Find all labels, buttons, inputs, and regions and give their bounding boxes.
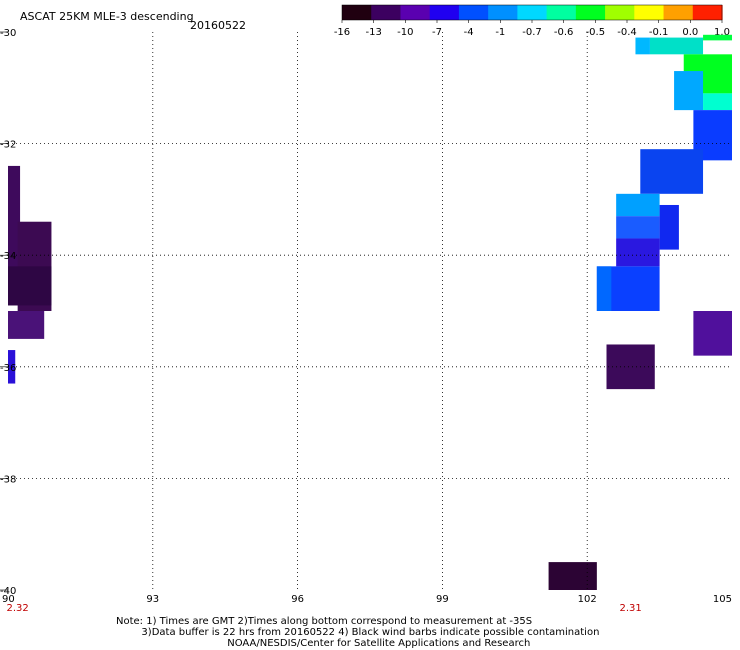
y-tick-label: -34: [0, 251, 16, 262]
data-cell: [8, 266, 52, 306]
note-line-1: Note: 1) Times are GMT 2)Times along bot…: [116, 616, 533, 627]
data-cell: [703, 34, 732, 41]
data-cell: [548, 562, 597, 590]
colorbar-swatch: [575, 5, 606, 20]
colorbar-swatch: [663, 5, 694, 20]
colorbar-swatch: [458, 5, 489, 20]
colorbar-swatch: [488, 5, 518, 20]
data-cell: [606, 344, 655, 390]
data-cell: [616, 216, 660, 239]
x-tick-label: 93: [146, 594, 159, 605]
y-tick-label: -30: [0, 28, 16, 39]
x-tick-label: 99: [436, 594, 449, 605]
x-tick-label: 102: [578, 594, 597, 605]
colorbar-swatch: [429, 5, 460, 20]
colorbar-swatch: [605, 5, 635, 20]
colorbar-tick-label: -16: [334, 27, 350, 38]
colorbar-tick-label: -13: [365, 27, 381, 38]
colorbar-tick-label: -7: [432, 27, 442, 38]
colorbar: [341, 4, 723, 23]
product-date: 20160522: [190, 19, 246, 32]
colorbar-labels: -16 -13 -10 -7 -4 -1 -0.7 -0.6 -0.5 -0.4 -0.1 0.0 1.…: [334, 27, 730, 38]
colorbar-tick-label: -0.1: [649, 27, 669, 38]
footnote: Note: 1) Times are GMT 2)Times along bot…: [116, 616, 716, 649]
colorbar-swatch: [546, 5, 577, 20]
colorbar-tick-label: 0.0: [682, 27, 698, 38]
x-tick-label: 96: [291, 594, 304, 605]
y-tick-label: -32: [0, 140, 16, 151]
product-title: ASCAT 25KM MLE-3 descending: [20, 10, 194, 23]
colorbar-tick-label: -0.5: [586, 27, 606, 38]
colorbar-swatch: [371, 5, 402, 20]
data-cell: [674, 71, 704, 111]
time-label: 2.32: [7, 603, 29, 614]
note-line-2: 3)Data buffer is 22 hrs from 20160522 4)…: [116, 627, 600, 638]
data-cell: [703, 93, 732, 111]
colorbar-swatch: [517, 5, 548, 20]
colorbar-swatch: [692, 5, 723, 20]
data-cell: [596, 266, 612, 311]
x-tick-label: 90: [2, 594, 15, 605]
colorbar-swatch: [400, 5, 431, 20]
data-cell: [659, 204, 679, 250]
colorbar-tick-label: -10: [397, 27, 413, 38]
map-axes: [0, 31, 8, 591]
time-label: 2.31: [620, 603, 642, 614]
graticule: [8, 32, 732, 590]
data-cell: [640, 149, 704, 194]
colorbar-swatch: [634, 5, 665, 20]
colorbar-tick-label: -0.6: [554, 27, 574, 38]
x-tick-label: 105: [713, 594, 732, 605]
data-cell: [635, 37, 650, 55]
data-cell: [616, 193, 660, 217]
colorbar-tick-label: 1.0: [714, 27, 730, 38]
data-cell: [693, 311, 732, 356]
y-tick-label: -38: [0, 474, 16, 485]
colorbar-tick-label: -4: [464, 27, 474, 38]
colorbar-tick-label: -1: [495, 27, 505, 38]
note-line-3: NOAA/NESDIS/Center for Satellite Applica…: [116, 638, 531, 649]
data-cell: [616, 238, 660, 267]
time-labels: 2.32 2.31: [7, 603, 642, 614]
data-cells: [8, 34, 732, 590]
colorbar-swatch: [342, 5, 372, 20]
y-tick-label: -40: [0, 586, 16, 597]
data-cell: [649, 37, 704, 55]
data-cell: [8, 350, 16, 384]
data-cell: [8, 311, 45, 339]
y-tick-label: -36: [0, 363, 16, 374]
colorbar-tick-label: -0.4: [617, 27, 637, 38]
colorbar-tick-label: -0.7: [522, 27, 542, 38]
